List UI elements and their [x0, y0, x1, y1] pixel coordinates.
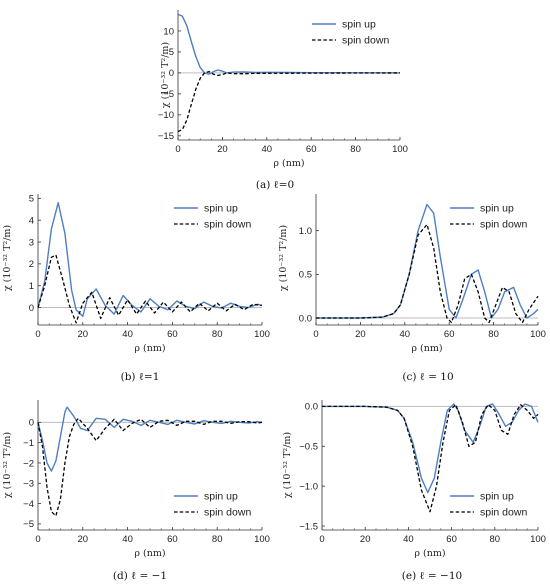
- legend: spin up spin down: [450, 491, 527, 519]
- y-tick-label: −5: [23, 519, 34, 530]
- y-tick-label: 0: [29, 418, 34, 429]
- y-tick-label: −3: [23, 479, 34, 490]
- x-tick-label: 40: [122, 534, 133, 545]
- x-tick-label: 60: [446, 534, 457, 545]
- series-spin-down: [177, 70, 401, 133]
- x-tick-label: 20: [355, 329, 366, 340]
- x-tick-label: 40: [403, 534, 414, 545]
- y-tick-label: 2: [29, 259, 34, 270]
- y-tick-label: −5: [163, 89, 174, 100]
- x-axis-title: ρ (nm): [414, 548, 445, 559]
- x-tick-label: 40: [262, 144, 273, 155]
- x-axis-title: ρ (nm): [273, 158, 304, 169]
- legend-label-spin-up: spin up: [204, 203, 238, 215]
- x-tick-label: 40: [400, 329, 411, 340]
- legend-label-spin-up: spin up: [480, 491, 514, 503]
- x-tick-label: 20: [78, 329, 89, 340]
- y-tick-label: −1: [23, 438, 34, 449]
- y-tick-label: 0.5: [299, 270, 312, 281]
- legend-label-spin-down: spin down: [480, 507, 527, 519]
- y-axis-title: χ (10⁻³² T²/m): [2, 225, 13, 291]
- x-tick-label: 80: [212, 329, 223, 340]
- legend: spin up spin down: [312, 19, 389, 47]
- x-tick-label: 100: [392, 144, 408, 155]
- x-tick-label: 0: [35, 329, 40, 340]
- x-tick-label: 80: [350, 144, 361, 155]
- panel-caption: (d) ℓ = −1: [113, 570, 167, 582]
- y-tick-label: 1: [29, 281, 34, 292]
- x-tick-label: 60: [167, 534, 178, 545]
- x-tick-label: 0: [313, 329, 318, 340]
- y-tick-label: 5: [169, 47, 174, 58]
- x-tick-label: 0: [319, 534, 324, 545]
- y-tick-label: 5: [29, 194, 34, 205]
- y-axis-title: χ (10⁻³² T²/m): [282, 432, 293, 498]
- x-tick-label: 40: [122, 329, 133, 340]
- legend-label-spin-up: spin up: [480, 203, 514, 215]
- x-tick-label: 60: [306, 144, 317, 155]
- x-tick-label: 0: [175, 144, 180, 155]
- x-tick-label: 100: [530, 534, 546, 545]
- chart-panel: 0 20 40 60 80 100 0 1 2 3 4 5 ρ (nm) χ (10⁻³² T²/m) sp…: [2, 194, 270, 383]
- x-axis-title: ρ (nm): [134, 548, 165, 559]
- legend: spin up spin down: [450, 203, 527, 231]
- chart-panel: 0 20 40 60 80 100 −1.5 −1.0 −0.5 0.0 ρ (nm) χ (10⁻³…: [282, 400, 546, 582]
- y-tick-label: 10: [163, 26, 174, 37]
- series-spin-down: [316, 223, 539, 324]
- x-axis-title: ρ (nm): [411, 343, 442, 354]
- x-tick-label: 80: [212, 534, 223, 545]
- legend-label-spin-down: spin down: [204, 507, 251, 519]
- legend-label-spin-up: spin up: [204, 491, 238, 503]
- series-spin-down: [37, 417, 263, 517]
- y-axis-title: χ (10⁻³² T²/m): [160, 42, 171, 108]
- x-tick-label: 0: [35, 534, 40, 545]
- legend: spin up spin down: [174, 491, 251, 519]
- legend-label-spin-down: spin down: [480, 219, 527, 231]
- y-tick-label: −2: [23, 458, 34, 469]
- legend-label-spin-up: spin up: [342, 19, 376, 31]
- x-tick-label: 100: [530, 329, 546, 340]
- panel-caption: (a) ℓ=0: [256, 179, 294, 191]
- y-axis-title: χ (10⁻³² T²/m): [2, 432, 13, 498]
- y-tick-label: 4: [29, 216, 34, 227]
- x-tick-label: 20: [217, 144, 228, 155]
- x-tick-label: 20: [78, 534, 89, 545]
- y-tick-label: 0.0: [299, 313, 312, 324]
- series-spin-down: [322, 404, 539, 513]
- series-spin-up: [322, 403, 539, 494]
- x-tick-label: 80: [490, 534, 501, 545]
- y-tick-label: 0.0: [305, 402, 318, 413]
- panel-caption: (c) ℓ = 10: [402, 371, 453, 383]
- chart-panel: 0 20 40 60 80 100 −5 −4 −3 −2 −1 0 ρ (nm) χ (10⁻³² T²…: [2, 400, 270, 582]
- y-tick-label: −4: [23, 499, 34, 510]
- y-tick-label: 1.0: [299, 226, 312, 237]
- x-tick-label: 60: [444, 329, 455, 340]
- y-tick-label: 3: [29, 237, 34, 248]
- y-tick-label: 0: [29, 303, 34, 314]
- series-spin-up: [37, 201, 263, 317]
- chart-panel: 0 20 40 60 80 100 −15 −10 −5 0 5 10 ρ (nm) χ (10⁻³² T…: [158, 10, 408, 191]
- x-tick-label: 60: [167, 329, 178, 340]
- x-tick-label: 20: [360, 534, 371, 545]
- legend: spin up spin down: [174, 203, 251, 231]
- x-tick-label: 100: [254, 534, 270, 545]
- legend-label-spin-down: spin down: [204, 219, 251, 231]
- x-tick-label: 80: [488, 329, 499, 340]
- y-tick-label: −0.5: [299, 442, 318, 453]
- series-spin-up: [37, 406, 263, 472]
- series-spin-down: [37, 254, 263, 324]
- panel-caption: (e) ℓ = −10: [402, 570, 462, 582]
- chart-panel: 0 20 40 60 80 100 0.0 0.5 1.0 ρ (nm) χ (10⁻³² T²/m…: [278, 194, 546, 383]
- x-axis-title: ρ (nm): [134, 343, 165, 354]
- y-tick-label: −1.0: [299, 481, 318, 492]
- y-tick-label: −1.5: [299, 521, 318, 532]
- panel-caption: (b) ℓ=1: [121, 371, 160, 383]
- y-tick-label: −15: [158, 131, 174, 142]
- x-tick-label: 100: [254, 329, 270, 340]
- y-tick-label: 0: [169, 68, 174, 79]
- y-axis-title: χ (10⁻³² T²/m): [278, 225, 289, 291]
- legend-label-spin-down: spin down: [342, 35, 389, 47]
- y-tick-label: −10: [158, 110, 174, 121]
